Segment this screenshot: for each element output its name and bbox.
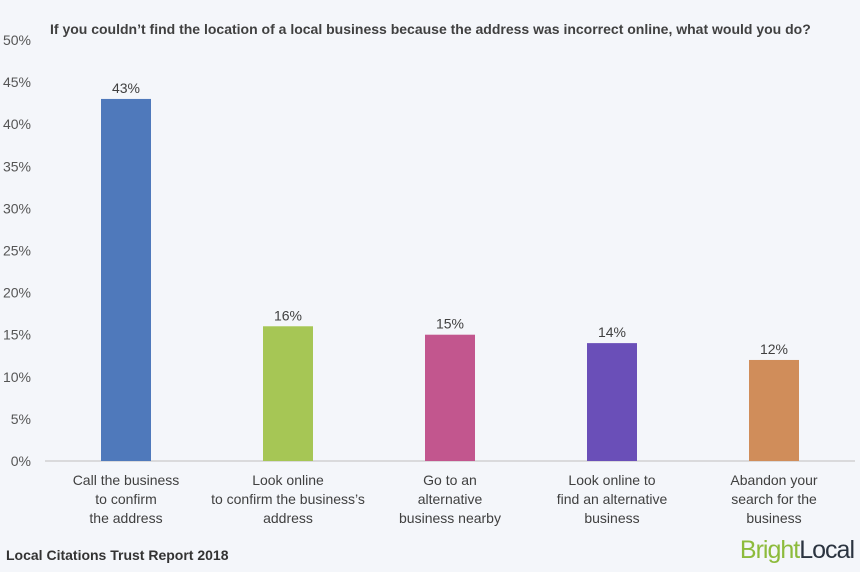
x-tick-label: the address xyxy=(89,510,162,526)
source-label: Local Citations Trust Report 2018 xyxy=(6,547,229,563)
x-tick-label: Look online to xyxy=(568,472,655,488)
y-tick-label: 35% xyxy=(3,158,31,174)
x-tick-label: business xyxy=(584,510,639,526)
bar xyxy=(425,334,475,461)
y-tick-label: 5% xyxy=(11,411,31,427)
x-tick-label: to confirm the business’s xyxy=(211,491,365,507)
y-tick-label: 25% xyxy=(3,243,31,259)
x-tick-label: find an alternative xyxy=(557,491,668,507)
data-label: 14% xyxy=(598,324,626,340)
x-tick-label: search for the xyxy=(731,491,817,507)
logo-part-bright: Bright xyxy=(739,536,800,564)
y-tick-label: 50% xyxy=(3,32,31,48)
y-tick-label: 20% xyxy=(3,285,31,301)
bar xyxy=(587,343,637,461)
data-label: 15% xyxy=(436,316,464,332)
x-tick-label: address xyxy=(263,510,313,526)
chart-title: If you couldn’t find the location of a l… xyxy=(50,21,811,37)
x-tick-label: to confirm xyxy=(95,491,156,507)
logo-part-local: Local xyxy=(799,536,855,564)
data-label: 43% xyxy=(112,80,140,96)
data-label: 16% xyxy=(274,307,302,323)
x-tick-label: Abandon your xyxy=(730,472,818,488)
bar xyxy=(749,359,799,461)
x-tick-label: Call the business xyxy=(73,472,180,488)
y-tick-label: 10% xyxy=(3,369,31,385)
bar xyxy=(101,98,151,461)
data-label: 12% xyxy=(760,341,788,357)
brightlocal-logo: BrightLocal xyxy=(739,536,855,565)
x-tick-label: Go to an xyxy=(423,472,477,488)
y-tick-label: 30% xyxy=(3,200,31,216)
y-tick-label: 45% xyxy=(3,74,31,90)
y-tick-label: 40% xyxy=(3,116,31,132)
x-tick-label: business nearby xyxy=(399,510,501,526)
y-tick-label: 0% xyxy=(11,453,31,469)
x-tick-label: Look online xyxy=(252,472,324,488)
x-tick-label: alternative xyxy=(418,491,483,507)
y-tick-label: 15% xyxy=(3,327,31,343)
bar xyxy=(263,326,313,461)
x-tick-label: business xyxy=(746,510,801,526)
